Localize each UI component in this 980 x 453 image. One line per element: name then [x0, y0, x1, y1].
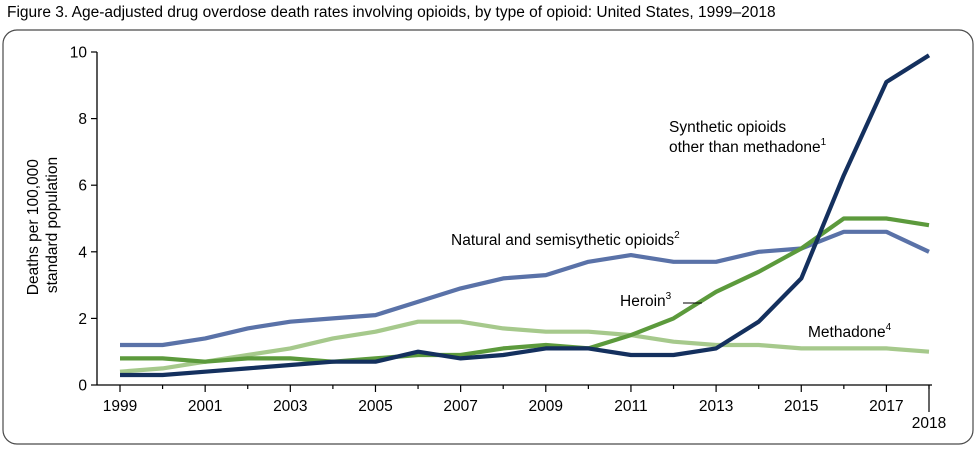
annotation-natural-sup: 2	[674, 230, 680, 241]
x-tick-label: 2017	[869, 398, 903, 415]
annotation-heroin: Heroin3	[620, 291, 672, 310]
x-tick-label: 2001	[188, 398, 222, 415]
x-tick-label: 2011	[614, 398, 647, 415]
annotation-natural-text: Natural and semisythetic opioids	[451, 232, 674, 249]
x-tick-label: 2009	[529, 398, 563, 415]
y-tick-label: 6	[78, 178, 87, 195]
y-tick-label: 4	[78, 244, 87, 261]
figure-title: Figure 3. Age-adjusted drug overdose dea…	[7, 4, 776, 21]
x-tick-label: 2003	[273, 398, 307, 415]
x-tick-label-last: 2018	[912, 415, 946, 432]
y-tick-label: 8	[78, 111, 87, 128]
x-tick-label: 2013	[699, 398, 733, 415]
figure-frame	[2, 29, 974, 445]
series-line-synthetic	[120, 53, 931, 378]
y-tick-label: 2	[78, 311, 87, 328]
series-line-natural	[120, 229, 930, 348]
x-tick-label: 1999	[103, 398, 137, 415]
annotation-methadone-text: Methadone	[808, 324, 886, 341]
annotation-methadone: Methadone4	[808, 322, 892, 341]
annotation-heroin-text: Heroin	[620, 293, 666, 310]
annotation-synthetic: Synthetic opioids other than methadone1	[669, 119, 827, 156]
annotation-synthetic-sup: 1	[821, 137, 827, 148]
y-ticks: 0 2 4 6 8 10	[70, 45, 97, 395]
y-tick-label: 10	[70, 45, 88, 62]
x-tick-label: 2015	[784, 398, 818, 415]
y-tick-label: 0	[78, 378, 87, 395]
x-ticks: 1999 2001 2003 2005 2007 2009 2011 2013 2015 2017…	[103, 385, 946, 432]
y-axis-label: Deaths per 100,000 standard population	[25, 155, 61, 295]
annotation-heroin-sup: 3	[666, 291, 672, 302]
annotation-methadone-sup: 4	[886, 322, 892, 333]
y-axis-label-line2: standard population	[44, 157, 61, 293]
x-tick-label: 2005	[358, 398, 392, 415]
series-line-methadone	[119, 319, 930, 374]
annotation-synthetic-line1: Synthetic opioids	[669, 119, 786, 136]
x-tick-label: 2007	[443, 398, 477, 415]
series-lines	[119, 53, 931, 378]
annotation-natural: Natural and semisythetic opioids2	[451, 230, 680, 249]
series-line-heroin	[120, 216, 930, 364]
y-axis-label-line1: Deaths per 100,000	[25, 159, 42, 296]
annotation-synthetic-line2: other than methadone	[669, 139, 821, 156]
